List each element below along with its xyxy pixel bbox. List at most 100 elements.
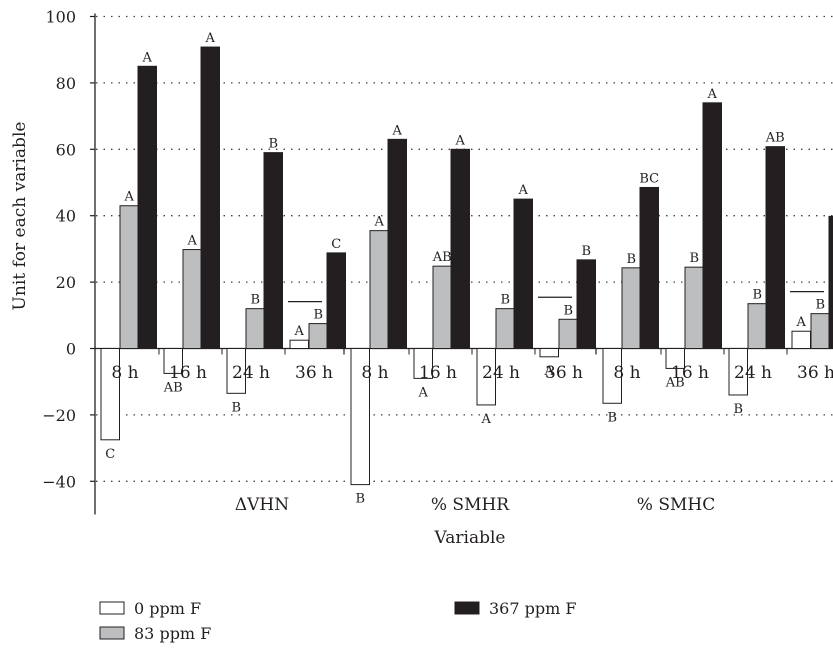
bar [476, 348, 496, 406]
category-label: 8 h [111, 363, 138, 383]
significance-label: B [563, 303, 573, 318]
significance-label: A [205, 31, 216, 46]
bar [119, 205, 139, 349]
significance-label: A [142, 50, 153, 65]
bar [576, 259, 596, 349]
group-label: ΔVHN [235, 495, 289, 515]
y-tick-label: 60 [56, 140, 76, 159]
significance-label: C [105, 447, 115, 462]
significance-label: B [231, 400, 241, 415]
bar [326, 252, 346, 349]
bar [621, 267, 641, 350]
legend-swatch [99, 601, 125, 615]
bar [182, 249, 202, 349]
significance-label: B [626, 252, 636, 267]
category-label: 36 h [545, 363, 583, 383]
legend-swatch [99, 626, 125, 640]
category-label: 36 h [797, 363, 833, 383]
significance-label: B [607, 410, 617, 425]
y-tick-label: 40 [56, 207, 76, 226]
bar [226, 348, 246, 394]
bar [263, 152, 283, 349]
bar [665, 348, 685, 369]
bar [684, 266, 704, 349]
legend-label: 83 ppm F [134, 624, 211, 643]
bar [558, 318, 578, 349]
axis-layer: 100 80 60 40 20 0 −20 −40 ΔVHN % SMHR % SMHC [42, 8, 833, 515]
bar [702, 102, 722, 349]
significance-label: B [815, 298, 825, 313]
bar [828, 215, 833, 349]
bar [810, 313, 830, 350]
category-label: 8 h [361, 363, 388, 383]
significance-label: A [124, 190, 135, 205]
category-label: 16 h [169, 363, 207, 383]
category-label: 16 h [671, 363, 709, 383]
significance-label: BC [639, 171, 659, 186]
group-label: % SMHC [637, 495, 715, 515]
y-tick-label: 0 [66, 340, 76, 359]
significance-label: B [355, 492, 365, 507]
significance-label: A [374, 215, 385, 230]
significance-label: B [581, 244, 591, 259]
y-tick-label: −40 [42, 472, 76, 491]
significance-label: A [392, 123, 403, 138]
bar [387, 138, 407, 349]
legend-swatch [454, 601, 480, 615]
bar [308, 323, 328, 350]
bar [495, 308, 515, 350]
bar [539, 348, 559, 358]
significance-label: A [294, 324, 305, 339]
bar [728, 348, 748, 396]
bar [432, 265, 452, 349]
x-axis-title: Variable [434, 528, 506, 548]
significance-label: AB [432, 250, 452, 265]
significance-label: AB [665, 375, 685, 390]
category-label: 36 h [295, 363, 333, 383]
significance-label: A [187, 234, 198, 249]
bar [289, 339, 309, 350]
significance-label: B [313, 308, 323, 323]
category-label: 16 h [419, 363, 457, 383]
bar [100, 348, 120, 441]
bar [639, 186, 659, 349]
significance-label: A [418, 385, 429, 400]
significance-label: A [796, 315, 807, 330]
bar [747, 303, 767, 349]
significance-label: A [544, 364, 555, 379]
bar [137, 65, 157, 350]
bar [200, 46, 220, 349]
bar [369, 230, 389, 349]
category-label: 24 h [482, 363, 520, 383]
legend-label: 0 ppm F [134, 599, 201, 618]
bar [765, 146, 785, 349]
significance-label: B [689, 251, 699, 266]
bar [602, 348, 622, 404]
y-tick-label: 20 [56, 273, 76, 292]
y-tick-label: 80 [56, 74, 76, 93]
significance-label: AB [765, 131, 785, 146]
significance-label: C [331, 237, 341, 252]
significance-label: A [707, 87, 718, 102]
significance-label: A [481, 412, 492, 427]
significance-label: B [733, 402, 743, 417]
y-tick-label: 100 [45, 8, 76, 27]
significance-label: B [250, 293, 260, 308]
bar [245, 308, 265, 350]
legend-label: 367 ppm F [489, 599, 576, 618]
significance-label: A [455, 133, 466, 148]
bar [350, 348, 370, 486]
group-label: % SMHR [431, 495, 510, 515]
y-axis-title: Unit for each variable [10, 122, 30, 311]
bar [450, 148, 470, 349]
legend: 0 ppm F 83 ppm F 367 ppm F [99, 599, 576, 643]
bar [791, 330, 811, 349]
bar [513, 198, 533, 349]
y-tick-label: −20 [42, 406, 76, 425]
category-label: 8 h [613, 363, 640, 383]
significance-label: A [518, 183, 529, 198]
bar [413, 348, 433, 379]
